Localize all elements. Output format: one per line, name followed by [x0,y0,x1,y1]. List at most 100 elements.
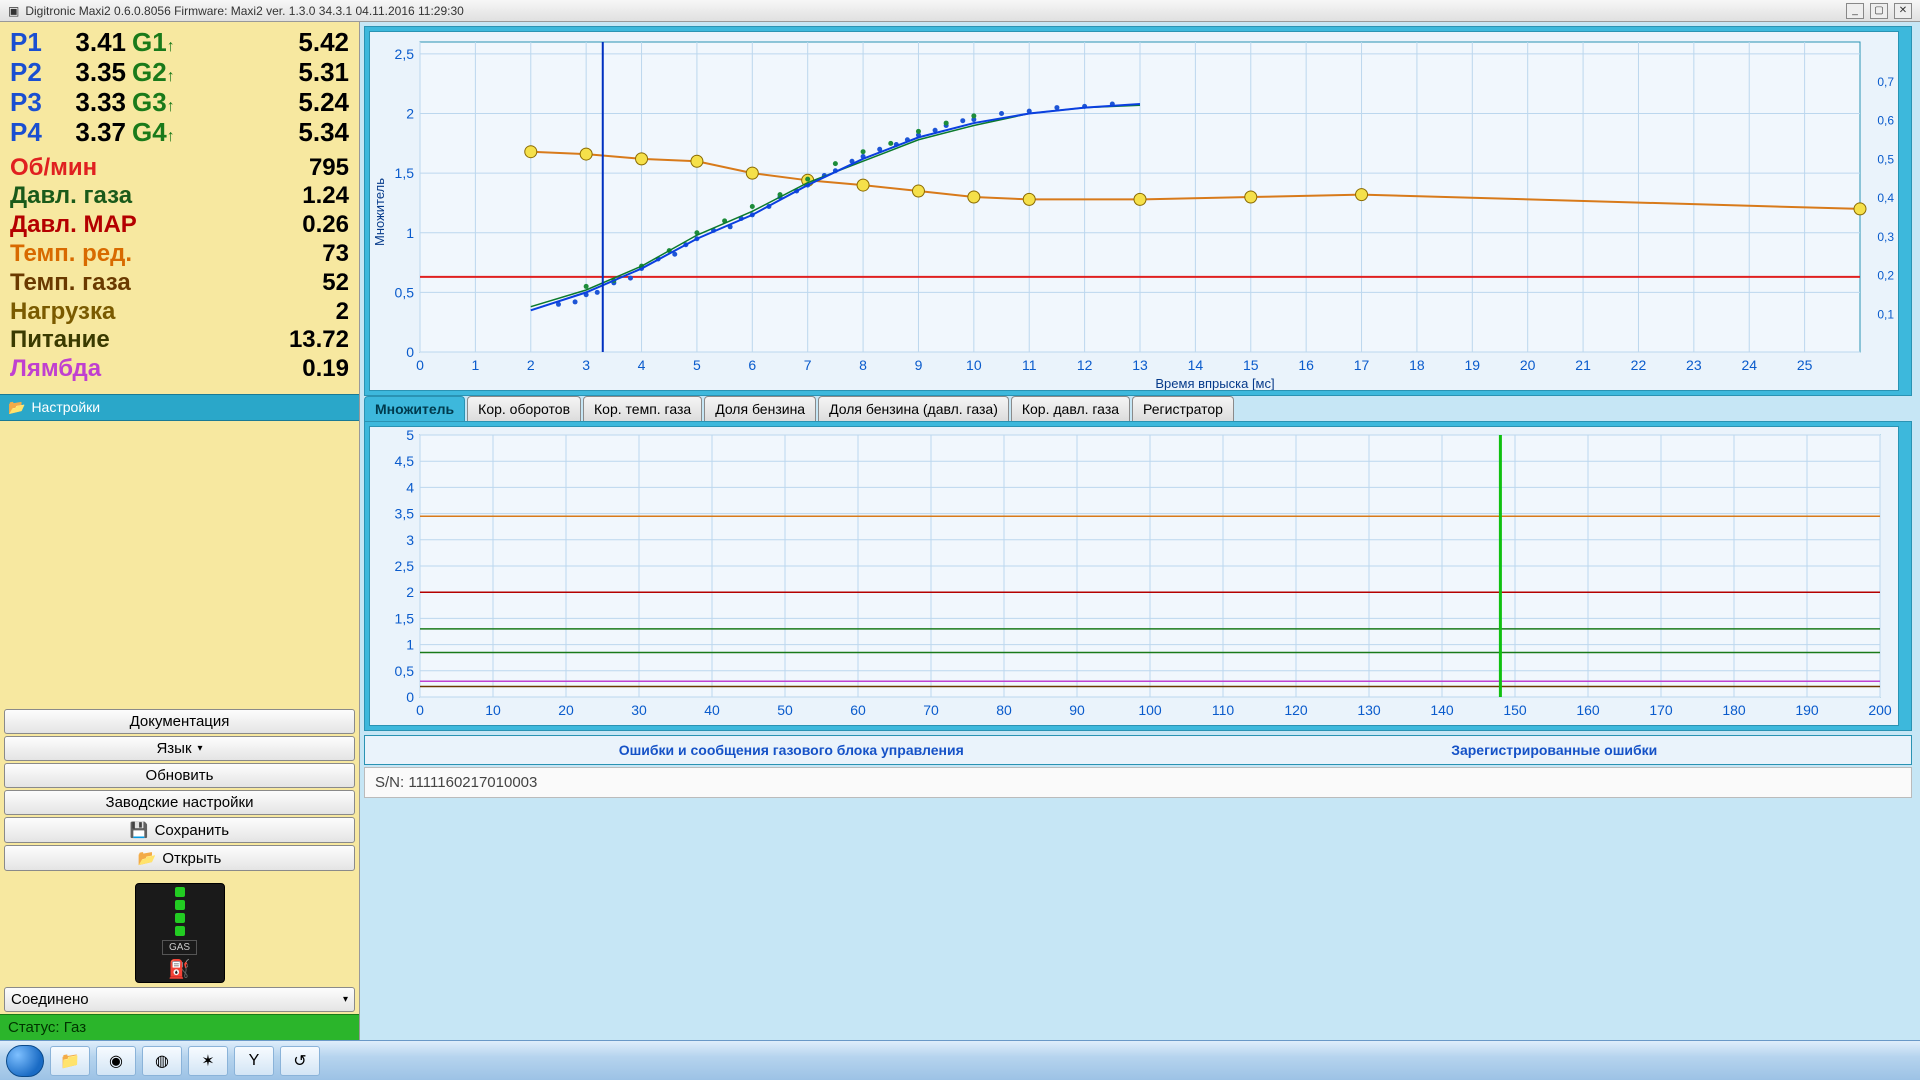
svg-text:24: 24 [1741,357,1757,373]
svg-text:80: 80 [996,702,1012,718]
taskbar-app-icon[interactable]: ✶ [188,1046,228,1076]
tab[interactable]: Множитель [364,396,465,421]
serial-number: S/N: 1111160217010003 [375,774,537,791]
svg-text:0,2: 0,2 [1877,269,1894,283]
tab[interactable]: Регистратор [1132,396,1234,421]
svg-text:8: 8 [859,357,867,373]
svg-text:12: 12 [1077,357,1093,373]
svg-text:2: 2 [527,357,535,373]
messages-right-label: Зарегистрированные ошибки [1451,742,1657,758]
svg-text:19: 19 [1465,357,1481,373]
svg-text:13: 13 [1132,357,1148,373]
window-title: Digitronic Maxi2 0.6.0.8056 Firmware: Ma… [25,4,463,18]
tab[interactable]: Доля бензина [704,396,816,421]
svg-text:50: 50 [777,702,793,718]
svg-text:1: 1 [406,225,414,241]
settings-header[interactable]: 📂 Настройки [0,394,359,421]
svg-text:2: 2 [406,106,414,122]
svg-text:180: 180 [1722,702,1746,718]
left-panel: P13.41 G1↑5.42P23.35 G2↑5.31P33.33 G3↑5.… [0,22,360,1040]
chart-tabs: МножительКор. оборотовКор. темп. газаДол… [364,396,1912,421]
param-row: Темп. ред.73 [10,240,349,269]
sidebar-buttons: Документация Язык ▾ Обновить Заводские н… [0,705,359,877]
svg-text:5: 5 [693,357,701,373]
connection-label: Соединено [11,991,89,1008]
minimize-button[interactable]: _ [1846,3,1864,19]
svg-text:2: 2 [406,584,414,600]
svg-text:160: 160 [1576,702,1600,718]
svg-text:130: 130 [1357,702,1381,718]
svg-text:0: 0 [416,702,424,718]
svg-text:140: 140 [1430,702,1454,718]
gas-label: GAS [162,940,197,955]
cylinder-row: P13.41 G1↑5.42 [10,28,349,58]
svg-text:16: 16 [1298,357,1314,373]
serial-number-bar: S/N: 1111160217010003 [364,767,1912,798]
svg-text:15: 15 [1243,357,1259,373]
window-titlebar: ▣ Digitronic Maxi2 0.6.0.8056 Firmware: … [0,0,1920,22]
taskbar-explorer-icon[interactable]: 📁 [50,1046,90,1076]
svg-text:0: 0 [406,344,414,360]
documentation-button[interactable]: Документация [4,709,355,734]
svg-text:20: 20 [1520,357,1536,373]
svg-text:0,4: 0,4 [1877,191,1894,205]
svg-text:11: 11 [1022,357,1037,373]
taskbar-app-icon[interactable]: ↺ [280,1046,320,1076]
maximize-button[interactable]: ▢ [1870,3,1888,19]
cylinder-row: P43.37 G4↑5.34 [10,118,349,148]
windows-taskbar[interactable]: 📁 ◉ ◍ ✶ Y ↺ [0,1040,1920,1080]
svg-text:23: 23 [1686,357,1702,373]
refresh-button[interactable]: Обновить [4,763,355,788]
svg-text:22: 22 [1631,357,1647,373]
svg-text:0,1: 0,1 [1877,307,1894,321]
svg-text:90: 90 [1069,702,1085,718]
chevron-down-icon: ▾ [198,743,203,754]
connection-status[interactable]: Соединено ▾ [4,987,355,1012]
svg-text:70: 70 [923,702,939,718]
svg-text:150: 150 [1503,702,1527,718]
svg-text:1: 1 [406,637,414,653]
cylinder-readouts: P13.41 G1↑5.42P23.35 G2↑5.31P33.33 G3↑5.… [0,22,359,394]
param-row: Нагрузка2 [10,298,349,327]
svg-text:200: 200 [1868,702,1892,718]
svg-text:190: 190 [1795,702,1819,718]
svg-text:5: 5 [406,427,414,443]
svg-text:18: 18 [1409,357,1425,373]
close-button[interactable]: ✕ [1894,3,1912,19]
pump-icon: ⛽ [168,959,190,980]
tab[interactable]: Кор. темп. газа [583,396,702,421]
param-row: Об/мин795 [10,154,349,183]
top-chart[interactable]: 0123456789101112131415161718192021222324… [364,26,1912,396]
svg-text:4: 4 [638,357,646,373]
svg-text:10: 10 [485,702,501,718]
svg-text:Время впрыска [мс]: Время впрыска [мс] [1155,376,1274,391]
start-button[interactable] [6,1045,44,1077]
factory-settings-button[interactable]: Заводские настройки [4,790,355,815]
svg-text:0,6: 0,6 [1877,114,1894,128]
svg-text:20: 20 [558,702,574,718]
taskbar-app-icon[interactable]: ◍ [142,1046,182,1076]
svg-text:3: 3 [406,532,414,548]
svg-text:0,5: 0,5 [1877,152,1894,166]
gas-indicator[interactable]: GAS ⛽ [135,883,225,983]
svg-text:10: 10 [966,357,982,373]
param-row: Давл. газа1.24 [10,182,349,211]
svg-text:14: 14 [1188,357,1204,373]
svg-text:0,7: 0,7 [1877,75,1894,89]
settings-header-label: Настройки [31,399,100,415]
Bottom chart[interactable]: 0102030405060708090100110120130140150160… [364,421,1912,731]
svg-text:2,5: 2,5 [395,558,415,574]
messages-panel: Ошибки и сообщения газового блока управл… [364,735,1912,765]
language-button[interactable]: Язык ▾ [4,736,355,761]
taskbar-app-icon[interactable]: Y [234,1046,274,1076]
tab[interactable]: Кор. оборотов [467,396,581,421]
svg-text:170: 170 [1649,702,1673,718]
taskbar-app-icon[interactable]: ◉ [96,1046,136,1076]
open-icon: 📂 [138,849,157,867]
tab[interactable]: Доля бензина (давл. газа) [818,396,1009,421]
open-button[interactable]: 📂Открыть [4,845,355,871]
save-button[interactable]: 💾Сохранить [4,817,355,843]
svg-text:3: 3 [582,357,590,373]
tab[interactable]: Кор. давл. газа [1011,396,1130,421]
save-icon: 💾 [130,821,149,839]
